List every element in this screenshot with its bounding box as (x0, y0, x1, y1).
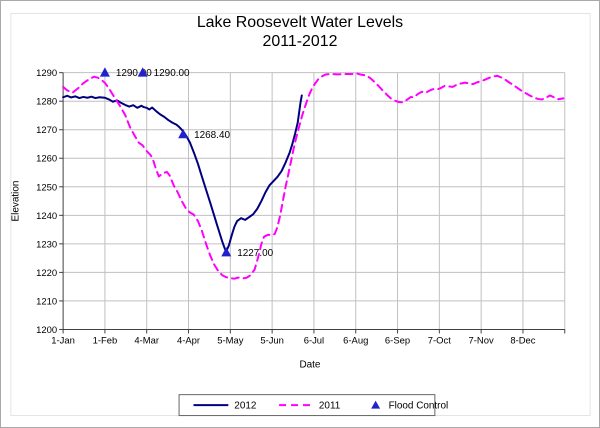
flood-control-marker (221, 246, 232, 257)
y-tick-label: 1260 (36, 154, 57, 165)
legend-flood-control-label: Flood Control (389, 401, 449, 412)
x-tick-label: 1-Feb (93, 335, 118, 346)
y-tick-label: 1220 (36, 268, 57, 279)
x-tick-label: 8-Dec (510, 335, 535, 346)
x-tick-label: 6-Jul (304, 335, 324, 346)
y-axis-title: Elevation (10, 181, 21, 222)
flood-control-value-label: 1290.00 (154, 68, 190, 79)
x-axis-title: Date (299, 359, 320, 370)
x-tick-label: 4-Apr (177, 335, 200, 346)
chart-area-inner-border (10, 12, 591, 417)
gridlines-layer (63, 72, 566, 330)
flood-control-value-label: 1268.40 (194, 130, 230, 141)
x-tick-label: 7-Oct (428, 335, 451, 346)
flood-control-value-label: 1290.00 (116, 68, 152, 79)
x-tick-label: 4-Mar (134, 335, 159, 346)
x-tick-label: 1-Jan (51, 335, 75, 346)
x-tick-label: 5-Jun (260, 335, 284, 346)
x-tick-label: 5-May (217, 335, 244, 346)
y-tick-label: 1290 (36, 68, 57, 79)
flood-control-layer: 1290.00 1290.00 1268.40 1227.00 (99, 67, 274, 259)
chart-title-line1: Lake Roosevelt Water Levels (197, 14, 403, 31)
legend-flood-control-marker-icon (371, 400, 381, 409)
y-tick-label: 1240 (36, 211, 57, 222)
chart-title-line2: 2011-2012 (263, 33, 338, 50)
y-tick-label: 1270 (36, 125, 57, 136)
y-tick-label: 1210 (36, 296, 57, 307)
flood-control-marker (137, 67, 148, 77)
flood-control-value-label: 1227.00 (237, 248, 273, 259)
axes-layer (59, 72, 566, 334)
x-tick-label: 6-Sep (385, 335, 410, 346)
y-tick-label: 1250 (36, 182, 57, 193)
flood-control-marker (99, 67, 110, 77)
x-tick-label: 6-Aug (343, 335, 368, 346)
legend-2011-label: 2011 (319, 401, 341, 412)
series-2011-line (62, 72, 565, 280)
series-layer (62, 72, 565, 280)
tick-labels-layer: 1200 1210 1220 1230 1240 1250 1260 1270 1280 1290… (36, 68, 536, 346)
y-tick-label: 1230 (36, 239, 57, 250)
y-tick-label: 1200 (36, 325, 57, 336)
y-tick-label: 1280 (36, 97, 57, 108)
legend: 2012 2011 Flood Control (178, 394, 449, 417)
legend-2012-label: 2012 (234, 401, 257, 412)
x-tick-label: 7-Nov (469, 335, 494, 346)
flood-control-marker (178, 128, 189, 139)
series-2012-line (62, 94, 303, 253)
